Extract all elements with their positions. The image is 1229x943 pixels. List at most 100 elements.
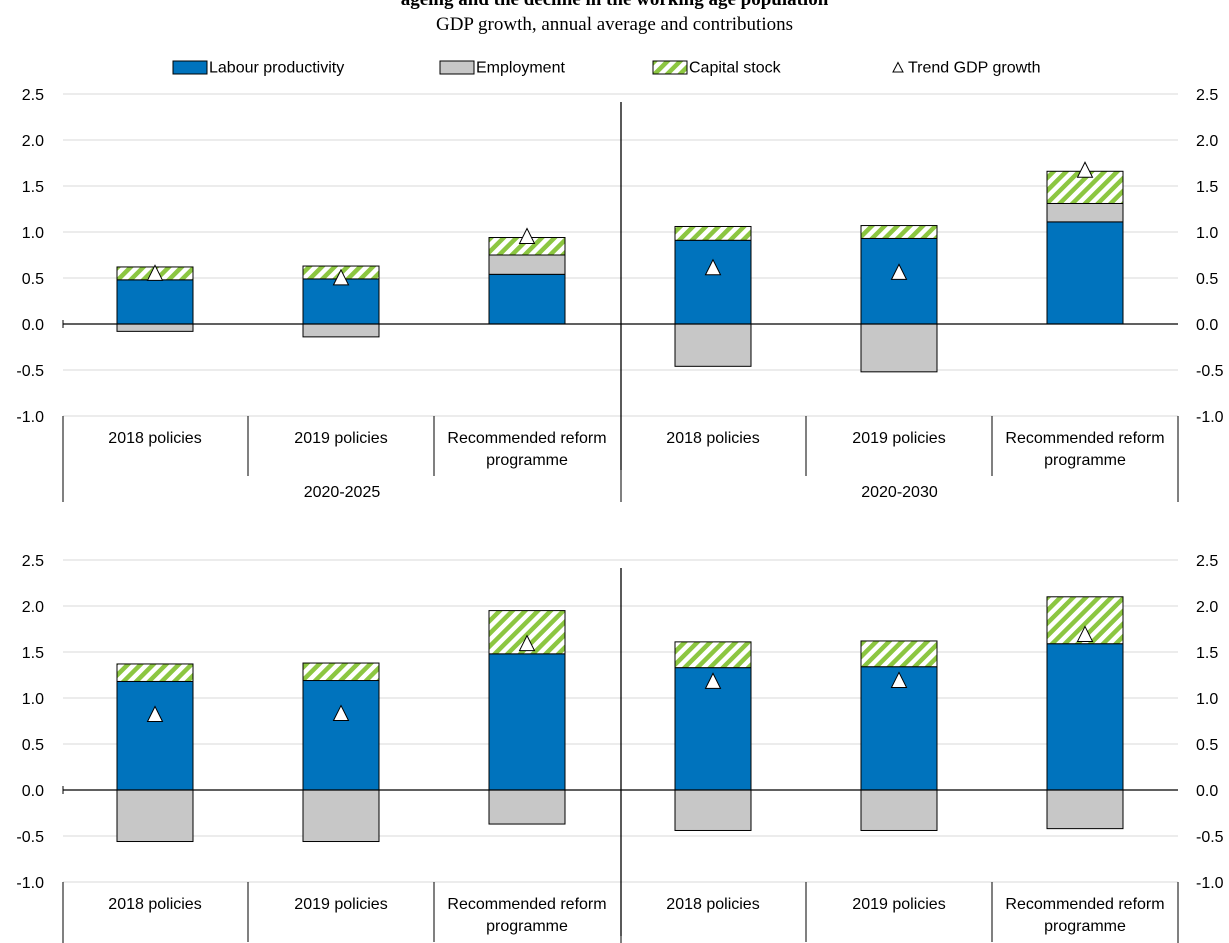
bar-employment <box>1046 789 1124 830</box>
bar-employment <box>302 789 380 843</box>
y-tick-label-right: 1.5 <box>1196 179 1218 196</box>
bar-capital <box>302 662 380 682</box>
bar-labour <box>302 278 380 325</box>
y-tick-label-left: 2.5 <box>22 87 44 104</box>
trend-marker <box>704 258 722 276</box>
category-label: 2019 policies <box>294 430 387 447</box>
y-tick-label-right: -1.0 <box>1196 875 1224 892</box>
trend-marker <box>1076 625 1094 642</box>
category-label: Recommended reform <box>1005 896 1164 913</box>
category-label: 2019 policies <box>294 896 387 913</box>
y-tick-label-right: -0.5 <box>1196 829 1224 846</box>
category-label: 2018 policies <box>666 896 759 913</box>
bar-employment <box>116 323 194 332</box>
y-tick-label-left: 1.0 <box>22 691 44 708</box>
bar-capital <box>860 640 938 668</box>
trend-marker <box>146 264 164 281</box>
category-label: 2019 policies <box>852 430 945 447</box>
y-tick-label-right: 2.5 <box>1196 87 1218 104</box>
bar-employment <box>116 789 194 843</box>
legend-label-labour: Labour productivity <box>209 60 344 77</box>
category-label: Recommended reform <box>1005 430 1164 447</box>
bar-labour <box>488 653 566 791</box>
y-tick-label-right: 2.0 <box>1196 133 1218 150</box>
bar-labour <box>116 680 194 791</box>
y-tick-label-right: 1.0 <box>1196 225 1218 242</box>
category-label: Recommended reform <box>447 896 606 913</box>
bar-employment <box>488 254 566 275</box>
legend-label-employment: Employment <box>476 60 565 77</box>
category-label-line2: programme <box>1044 918 1126 935</box>
y-tick-label-left: 1.0 <box>22 225 44 242</box>
y-tick-label-right: 0.5 <box>1196 271 1218 288</box>
legend-label-trend: Trend GDP growth <box>908 60 1041 77</box>
y-tick-label-right: 1.0 <box>1196 691 1218 708</box>
bar-labour <box>488 273 566 325</box>
y-tick-label-left: 0.0 <box>22 783 44 800</box>
bar-labour <box>674 239 752 325</box>
y-tick-label-left: -1.0 <box>16 875 44 892</box>
bar-capital <box>116 663 194 682</box>
trend-marker <box>332 704 350 722</box>
bar-employment <box>1046 202 1124 223</box>
trend-marker <box>1076 161 1094 178</box>
category-label: 2018 policies <box>108 430 201 447</box>
legend-swatch-capital <box>652 60 688 75</box>
trend-marker <box>890 263 908 280</box>
chart-subtitle: GDP growth, annual average and contribut… <box>435 14 794 35</box>
y-tick-label-right: 2.5 <box>1196 553 1218 570</box>
bar-employment <box>860 323 938 373</box>
bar-labour <box>116 279 194 325</box>
legend-label-capital: Capital stock <box>689 60 782 77</box>
y-tick-label-left: 2.0 <box>22 599 44 616</box>
category-label-line2: programme <box>1044 452 1126 469</box>
bar-labour <box>1046 221 1124 325</box>
category-label: 2018 policies <box>108 896 201 913</box>
bar-employment <box>488 789 566 825</box>
trend-marker <box>332 268 350 286</box>
y-tick-label-left: 2.0 <box>22 133 44 150</box>
y-tick-label-left: 1.5 <box>22 179 44 196</box>
y-tick-label-left: -1.0 <box>16 409 44 426</box>
y-tick-label-left: -0.5 <box>16 363 44 380</box>
trend-marker <box>518 227 536 245</box>
panel-2: -1.0 -1.0 -0.5 -0.5 0.0 0.0 0.5 0.5 1.0 1.0 1.5 1.5… <box>16 553 1224 943</box>
trend-marker <box>890 671 908 688</box>
y-tick-label-left: -0.5 <box>16 829 44 846</box>
y-tick-label-right: 2.0 <box>1196 599 1218 616</box>
bar-employment <box>302 323 380 338</box>
y-tick-label-right: -0.5 <box>1196 363 1224 380</box>
trend-marker <box>518 634 536 652</box>
bar-capital <box>860 225 938 239</box>
category-label-line2: programme <box>486 452 568 469</box>
chart-title: ageing and the decline in the working ag… <box>0 0 1229 11</box>
category-label: Recommended reform <box>447 430 606 447</box>
bar-employment <box>674 323 752 367</box>
y-tick-label-right: 0.0 <box>1196 317 1218 334</box>
bar-labour <box>1046 643 1124 791</box>
panel-1: -1.0 -1.0 -0.5 -0.5 0.0 0.0 0.5 0.5 1.0 1.0 1.5 1.5… <box>16 87 1224 502</box>
y-tick-label-right: 1.5 <box>1196 645 1218 662</box>
bar-capital <box>674 641 752 669</box>
group-label: 2020-2030 <box>861 484 938 501</box>
y-tick-label-right: 0.5 <box>1196 737 1218 754</box>
bar-capital <box>674 225 752 241</box>
bar-labour <box>860 237 938 325</box>
legend-triangle-icon <box>892 61 904 73</box>
bar-employment <box>860 789 938 831</box>
trend-marker <box>146 705 164 722</box>
y-tick-label-right: -1.0 <box>1196 409 1224 426</box>
trend-marker <box>704 672 722 689</box>
y-tick-label-left: 0.5 <box>22 271 44 288</box>
category-label: 2018 policies <box>666 430 759 447</box>
legend-swatch-labour <box>172 60 208 75</box>
chart-panels: -1.0 -1.0 -0.5 -0.5 0.0 0.0 0.5 0.5 1.0 1.0 1.5 1.5… <box>16 87 1224 943</box>
legend: Labour productivity Employment Capital sto… <box>172 60 1041 77</box>
group-label: 2020-2025 <box>304 484 381 501</box>
y-tick-label-left: 0.0 <box>22 317 44 334</box>
category-label-line2: programme <box>486 918 568 935</box>
bar-employment <box>674 789 752 831</box>
y-tick-label-left: 0.5 <box>22 737 44 754</box>
y-tick-label-left: 2.5 <box>22 553 44 570</box>
